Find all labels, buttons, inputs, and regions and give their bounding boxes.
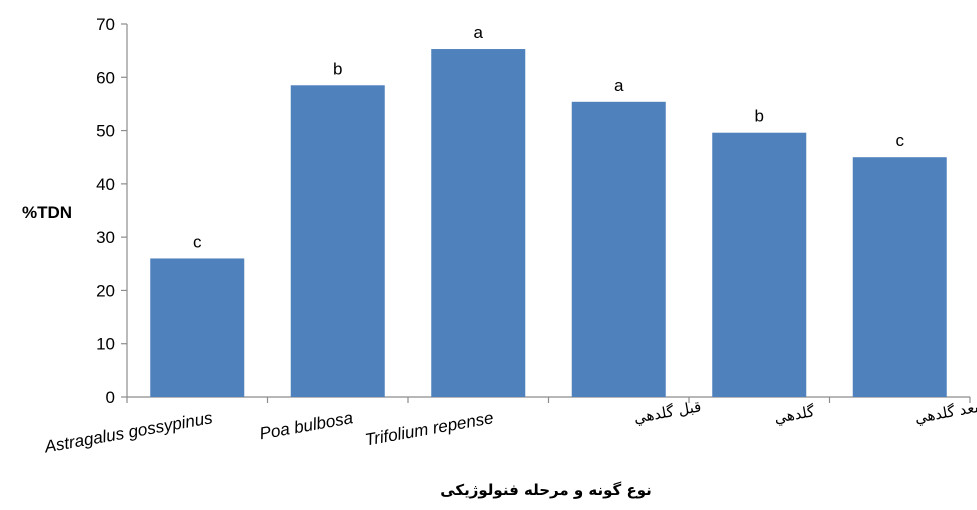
bar-letter-label: a bbox=[474, 23, 484, 42]
bar-letter-label: c bbox=[896, 131, 905, 150]
y-tick-label: 20 bbox=[96, 281, 115, 300]
y-tick-label: 40 bbox=[96, 175, 115, 194]
bar-letter-label: b bbox=[333, 59, 342, 78]
y-tick-label: 50 bbox=[96, 122, 115, 141]
axes bbox=[121, 23, 971, 403]
x-category-label: قبل گلدهي bbox=[632, 397, 702, 428]
bar-letter-labels: c b a a b c bbox=[193, 23, 905, 251]
bar-letter-label: c bbox=[193, 232, 202, 251]
y-axis-label: %TDN bbox=[22, 203, 72, 222]
y-tick-label: 60 bbox=[96, 68, 115, 87]
bar-letter-label: a bbox=[614, 76, 624, 95]
bar bbox=[431, 49, 526, 398]
x-tick-labels: Astragalus gossypinus Poa bulbosa Trifoliu… bbox=[42, 397, 977, 456]
x-category-label: گلدهي bbox=[773, 402, 817, 428]
y-tick-label: 30 bbox=[96, 228, 115, 247]
y-tick-label: 10 bbox=[96, 335, 115, 354]
bar bbox=[290, 85, 385, 398]
bar bbox=[571, 101, 666, 397]
bars bbox=[150, 49, 947, 398]
bar bbox=[150, 258, 245, 397]
x-category-label: Trifolium repense bbox=[364, 408, 495, 449]
x-category-label: Poa bulbosa bbox=[258, 408, 354, 443]
x-category-label: بعد گلدهي bbox=[913, 398, 977, 428]
x-category-label: Astragalus gossypinus bbox=[42, 408, 214, 457]
bar-letter-label: b bbox=[755, 107, 764, 126]
y-tick-label: 0 bbox=[106, 388, 115, 407]
y-tick-label: 70 bbox=[96, 15, 115, 34]
bar bbox=[712, 132, 807, 397]
x-axis-label: نوع گونه و مرحله فنولوژیکی bbox=[440, 481, 652, 499]
bar bbox=[852, 157, 947, 397]
y-tick-labels: 0 10 20 30 40 50 60 70 bbox=[96, 15, 115, 407]
